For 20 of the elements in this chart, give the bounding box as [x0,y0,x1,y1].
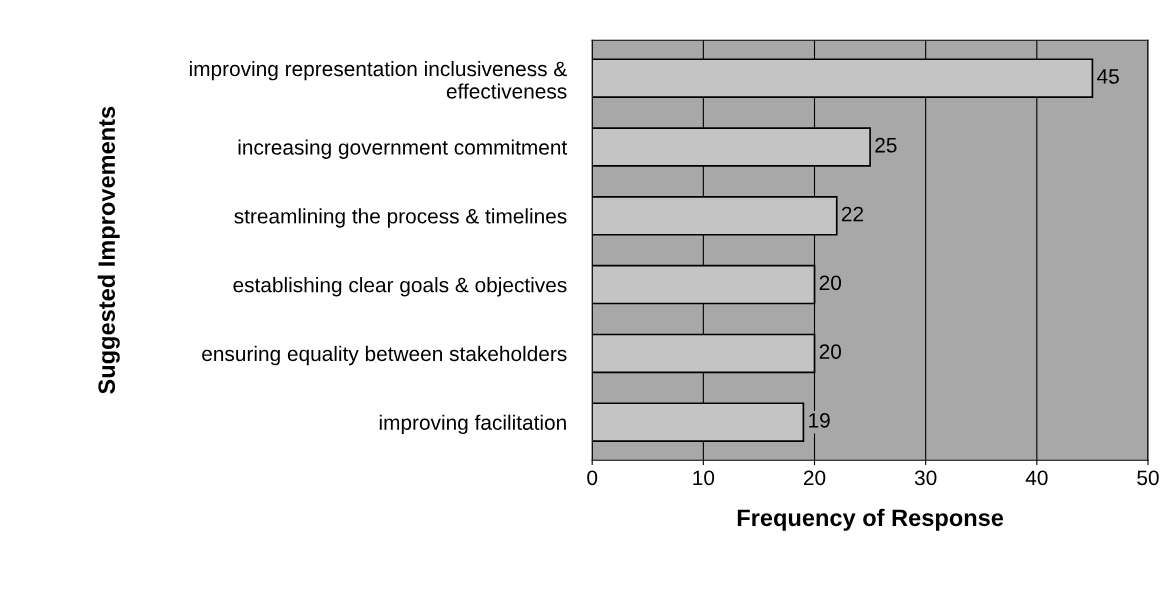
x-tick-label: 50 [1137,470,1159,486]
y-tick-label: increasing government commitment [238,139,568,159]
x-tick-label: 0 [587,470,598,486]
x-tick-label: 10 [693,470,715,486]
data-label: 45 [1097,69,1119,84]
y-tick-label: establishing clear goals & objectives [233,277,567,297]
data-label: 22 [841,206,864,222]
data-label: 19 [809,413,830,428]
data-label: 20 [819,275,842,291]
y-tick-label: ensuring equality between stakeholders [202,345,567,366]
y-tick-label: improving facilitation [379,414,566,435]
y-axis-title: Suggested Improvements [97,106,120,394]
x-tick-label: 30 [914,470,937,486]
y-tick-label: streamlining the process & timelines [234,208,567,228]
x-axis-title: Frequency of Response [737,508,1004,531]
data-label: 25 [875,137,897,153]
x-tick-label: 20 [803,470,826,486]
data-label: 20 [819,344,842,359]
y-tick-label: improving representation inclusiveness & effectiveness [189,60,567,99]
x-tick-label: 40 [1025,470,1048,486]
